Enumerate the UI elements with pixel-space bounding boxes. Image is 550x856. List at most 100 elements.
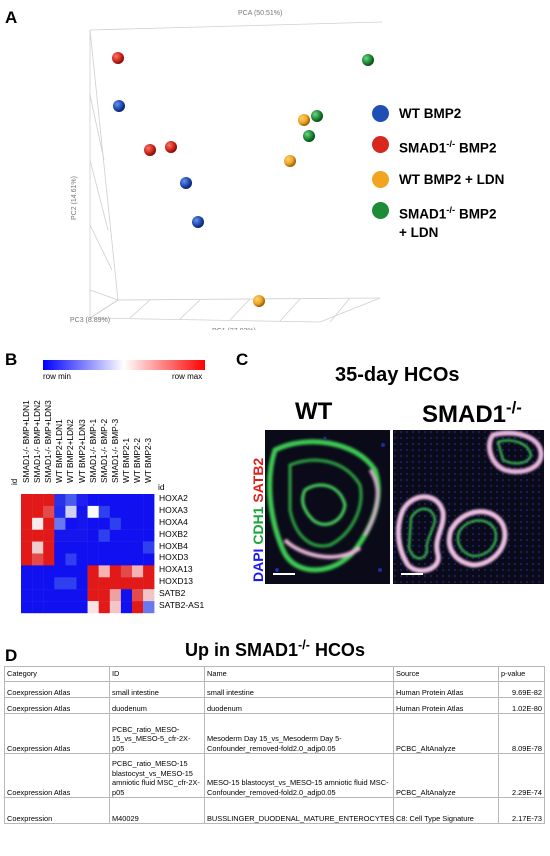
heatmap-cell (65, 517, 77, 530)
heatmap-column-header: SMAD1-/- BMP+LDN3 (43, 400, 54, 483)
heatmap-cell (21, 577, 33, 590)
cell-pvalue: 8.09E-78 (498, 713, 545, 754)
heatmap-cell (109, 529, 122, 542)
heatmap-cell (76, 601, 88, 614)
legend-item-smad1-ldn: SMAD1-/- BMP2 + LDN (372, 201, 550, 243)
heatmap-cell (98, 517, 110, 530)
cell-id: small intestine (109, 681, 205, 698)
heatmap-cell (32, 589, 44, 602)
heatmap-cell (76, 553, 88, 566)
heatmap-cell (65, 553, 77, 566)
heatmap-cell (98, 565, 110, 578)
legend-marker-icon (372, 105, 389, 122)
heatmap-cell (120, 565, 133, 578)
micro-wt-label: WT (295, 398, 333, 425)
heatmap-id-header: id (158, 482, 165, 492)
heatmap-cell (132, 541, 144, 554)
heatmap-cell (109, 589, 122, 602)
micro-image-smad1 (393, 430, 544, 584)
micro-ko-label: SMAD1-/- (422, 398, 522, 429)
col-header-name: Name (204, 666, 394, 682)
pca-point-wt-ldn (298, 114, 310, 126)
pca-point-wt (180, 177, 192, 189)
table-header-row: Category ID Name Source p-value (4, 666, 545, 682)
micro-image-wt (265, 430, 390, 584)
heatmap-cell (32, 505, 44, 518)
cell-name: BUSSLINGER_DUODENAL_MATURE_ENTEROCYTES (204, 797, 394, 824)
heatmap-cell (21, 565, 33, 578)
heatmap-row-label: HOXB2 (159, 528, 188, 539)
heatmap-cell (87, 577, 99, 590)
heatmap-cell (120, 541, 133, 554)
heatmap-cell (109, 565, 122, 578)
heatmap-cell (43, 541, 55, 554)
heatmap-cell (109, 494, 122, 507)
heatmap-cell (143, 553, 155, 566)
heatmap-cell (143, 565, 155, 578)
heatmap-cell (120, 553, 133, 566)
table-row: Coexpression M40029 BUSSLINGER_DUODENAL_MA… (4, 797, 545, 824)
heatmap-cell (98, 505, 110, 518)
panel-label-a: A (5, 8, 18, 27)
stain-satb2: SATB2 (250, 457, 266, 503)
heatmap-cell (76, 541, 88, 554)
heatmap-cell (21, 494, 33, 507)
heatmap-cell (54, 505, 66, 518)
pca-x-axis-label: PC1 (27.02%) (212, 328, 256, 330)
heatmap-cell (87, 494, 99, 507)
cell-id: PCBC_ratio_MESO-15_vs_MESO-5_cfr-2X-p05 (109, 713, 205, 754)
heatmap-cell (143, 601, 155, 614)
table-row: Coexpression Atlas PCBC_ratio_MESO-15 bla… (4, 753, 545, 798)
cell-pvalue: 1.02E-80 (498, 697, 545, 714)
table-title-prefix: Up in SMAD1 (185, 640, 299, 660)
heatmap-row-label: HOXD13 (159, 576, 194, 587)
cell-pvalue: 2.17E-73 (498, 797, 545, 824)
pca-point-smad1-ldn (362, 54, 374, 66)
heatmap-cell (143, 505, 155, 518)
heatmap-cell (87, 589, 99, 602)
heatmap-cell (87, 517, 99, 530)
heatmap-cell (32, 601, 44, 614)
cell-source: Human Protein Atlas (393, 681, 499, 698)
heatmap-cell (43, 505, 55, 518)
stain-dapi: DAPI (250, 548, 266, 582)
heatmap-cell (76, 589, 88, 602)
heatmap-cell (143, 494, 155, 507)
table-title: Up in SMAD1-/- HCOs (0, 638, 550, 661)
legend-marker-icon (372, 170, 389, 188)
legend-item-wt-ldn: WT BMP2 + LDN (372, 170, 550, 189)
cell-name: duodenum (204, 697, 394, 714)
stain-legend: DAPI CDH1 SATB2 (250, 458, 266, 582)
heatmap-cell (54, 517, 66, 530)
heatmap-cell (132, 565, 144, 578)
heatmap-cell (54, 589, 66, 602)
heatmap-cell (143, 517, 155, 530)
cell-pvalue: 2.29E-74 (498, 753, 545, 798)
legend-sup: -/- (446, 139, 456, 150)
heatmap-cell (143, 577, 155, 590)
heatmap-cell (87, 565, 99, 578)
col-header-id: ID (109, 666, 205, 682)
heatmap-cell (109, 517, 122, 530)
heatmap-cell (43, 589, 55, 602)
heatmap-cell (21, 517, 33, 530)
heatmap-cell (132, 517, 144, 530)
pca-y-axis-label: PC2 (14.61%) (71, 176, 78, 220)
cell-category: Coexpression Atlas (4, 753, 110, 798)
micro-ko-text: SMAD1 (422, 401, 507, 428)
heatmap-cell (54, 494, 66, 507)
panel-label-d: D (5, 646, 18, 665)
heatmap-cell (76, 565, 88, 578)
heatmap-cell (32, 577, 44, 590)
heatmap-row-label: HOXA13 (159, 564, 193, 575)
heatmap-cell (76, 529, 88, 542)
pca-point-wt-ldn (253, 295, 265, 307)
heatmap-cell (120, 529, 133, 542)
heatmap-cell (43, 601, 55, 614)
heatmap-cell (120, 494, 133, 507)
heatmap-cell (132, 494, 144, 507)
cell-source: Human Protein Atlas (393, 697, 499, 714)
cell-name: Mesoderm Day 15_vs_Mesoderm Day 5-Confou… (204, 713, 394, 754)
heatmap-row-label: HOXA3 (159, 504, 188, 515)
heatmap-column-header: WT BMP2+LDN1 (54, 419, 65, 483)
